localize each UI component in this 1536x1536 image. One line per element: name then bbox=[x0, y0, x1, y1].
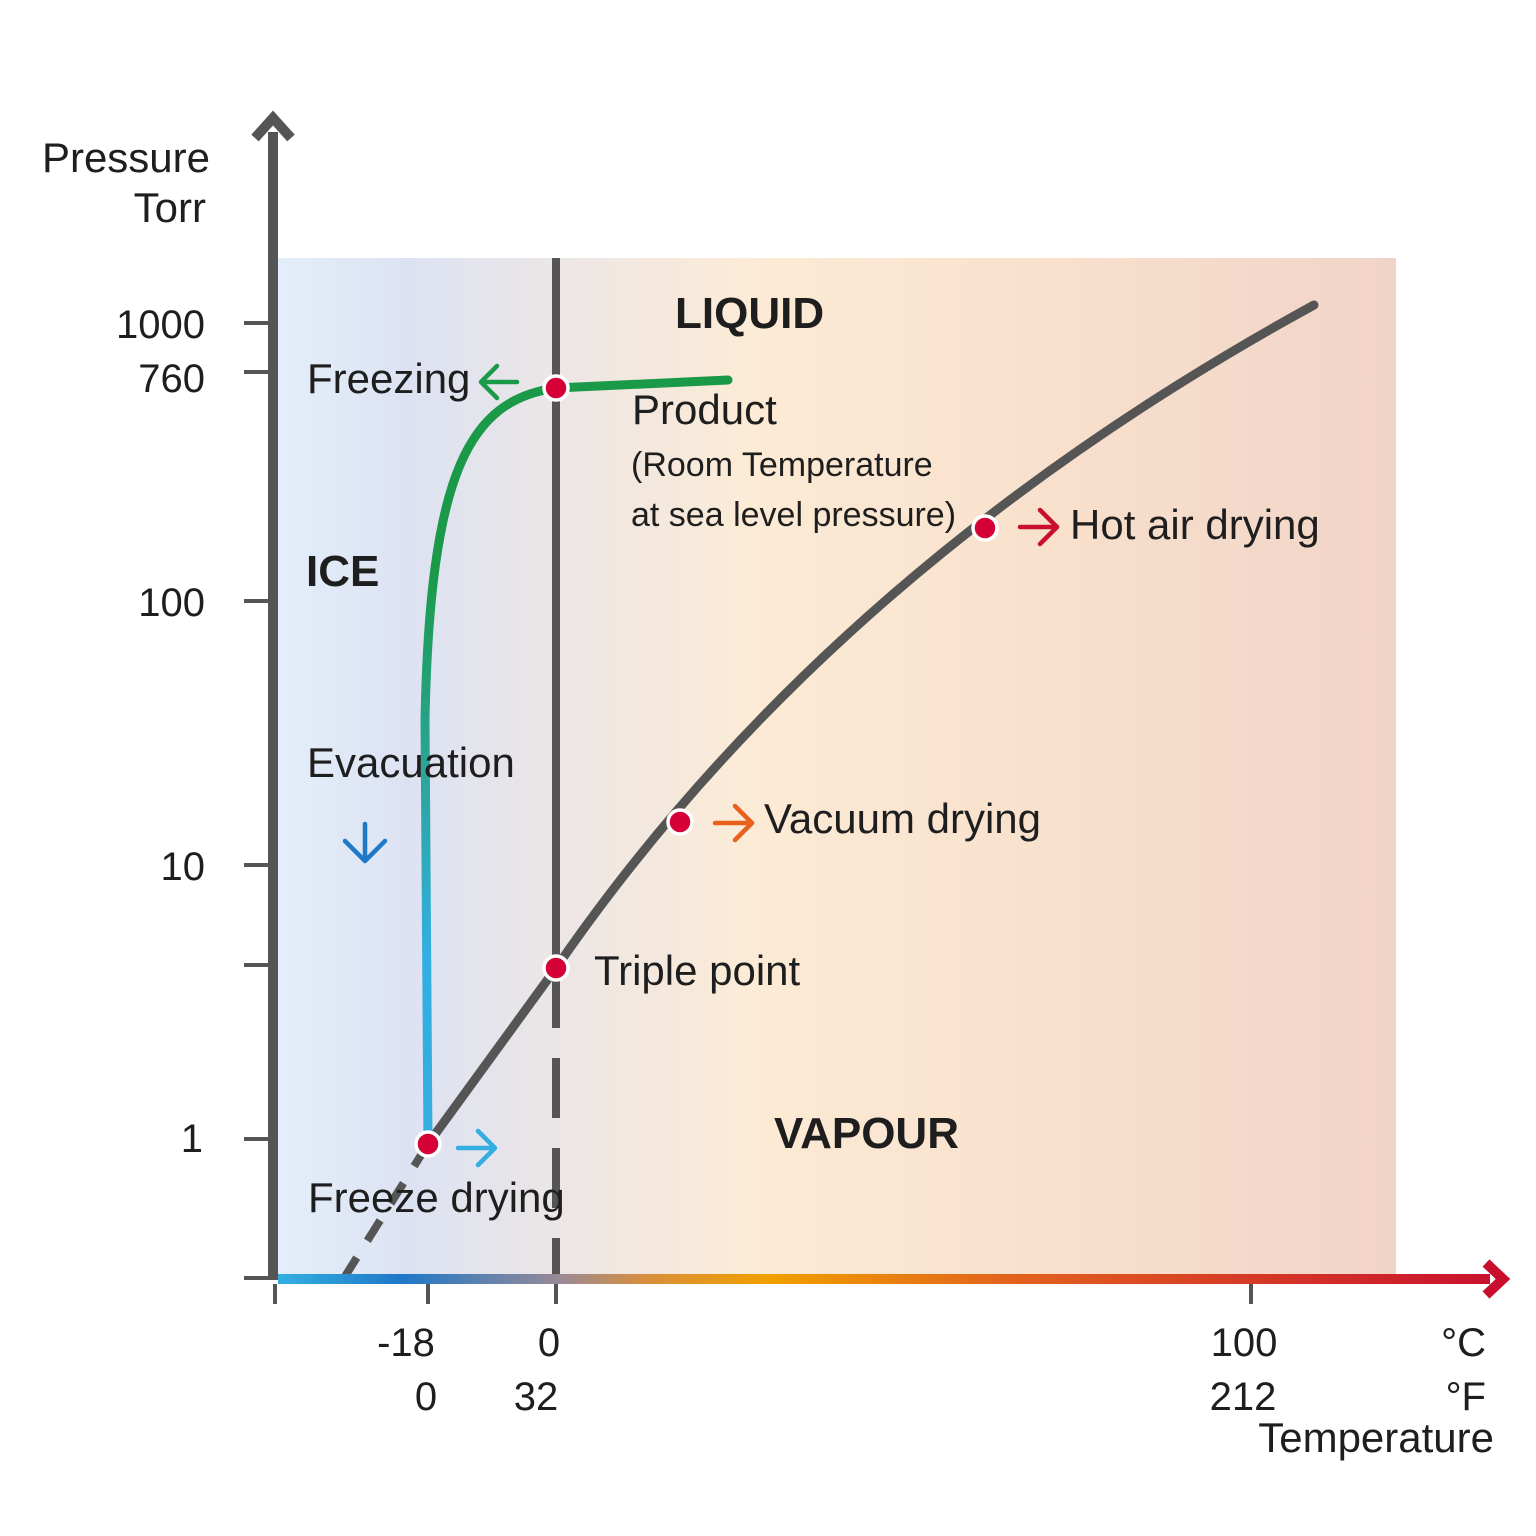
label-hot-air-drying: Hot air drying bbox=[1070, 501, 1320, 548]
point-freeze-drying bbox=[414, 1130, 442, 1158]
point-hot-air-drying bbox=[971, 514, 999, 542]
x-tick-label-100-c: 100 bbox=[1211, 1321, 1278, 1365]
plot-background bbox=[278, 258, 1396, 1278]
region-label-vapour: VAPOUR bbox=[774, 1109, 959, 1158]
y-axis-title-torr: Torr bbox=[134, 184, 206, 231]
evacuation-arrow-icon bbox=[342, 821, 388, 864]
y-axis-title-pressure: Pressure bbox=[42, 134, 210, 181]
y-tick-label-1000: 1000 bbox=[116, 303, 205, 347]
label-product-note-line2: at sea level pressure) bbox=[631, 496, 956, 534]
x-unit-fahrenheit: °F bbox=[1446, 1375, 1486, 1419]
region-label-ice: ICE bbox=[306, 547, 379, 596]
label-freeze-drying: Freeze drying bbox=[308, 1174, 565, 1221]
x-axis-title: Temperature bbox=[1258, 1414, 1494, 1461]
label-product: Product bbox=[632, 386, 777, 433]
point-product bbox=[542, 374, 570, 402]
vacuum-drying-arrow-icon bbox=[712, 803, 755, 843]
freezing-arrow-icon bbox=[478, 363, 520, 401]
x-tick-label-0-c: 0 bbox=[538, 1321, 560, 1365]
label-evacuation: Evacuation bbox=[307, 739, 515, 786]
label-freezing: Freezing bbox=[307, 355, 470, 402]
y-ticks bbox=[244, 321, 270, 1280]
point-triple-point bbox=[542, 954, 570, 982]
point-vacuum-drying bbox=[666, 808, 694, 836]
vapour-pressure-curve bbox=[423, 300, 1319, 1149]
x-tick-label-0-f: 0 bbox=[415, 1375, 437, 1419]
x-tick-label-32-f: 32 bbox=[514, 1375, 559, 1419]
freeze-drying-arrow-icon bbox=[455, 1128, 498, 1168]
data-points bbox=[414, 374, 999, 1158]
y-tick-label-760: 760 bbox=[138, 357, 205, 401]
region-label-liquid: LIQUID bbox=[675, 289, 824, 338]
label-product-note-line1: (Room Temperature bbox=[631, 446, 933, 484]
y-tick-label-100: 100 bbox=[138, 581, 205, 625]
x-tick-label-minus18-c: -18 bbox=[377, 1321, 435, 1365]
x-axis-arrowhead bbox=[1482, 1259, 1511, 1299]
x-unit-celsius: °C bbox=[1441, 1321, 1486, 1365]
label-triple-point: Triple point bbox=[594, 947, 801, 994]
x-tick-label-212-f: 212 bbox=[1210, 1375, 1277, 1419]
y-tick-label-1: 1 bbox=[181, 1117, 203, 1161]
y-axis-arrowhead bbox=[251, 110, 295, 142]
hot-air-drying-arrow-icon bbox=[1017, 507, 1060, 547]
x-ticks bbox=[273, 1284, 1253, 1304]
y-tick-label-10: 10 bbox=[161, 845, 206, 889]
label-vacuum-drying: Vacuum drying bbox=[764, 795, 1041, 842]
process-path bbox=[420, 375, 733, 1149]
